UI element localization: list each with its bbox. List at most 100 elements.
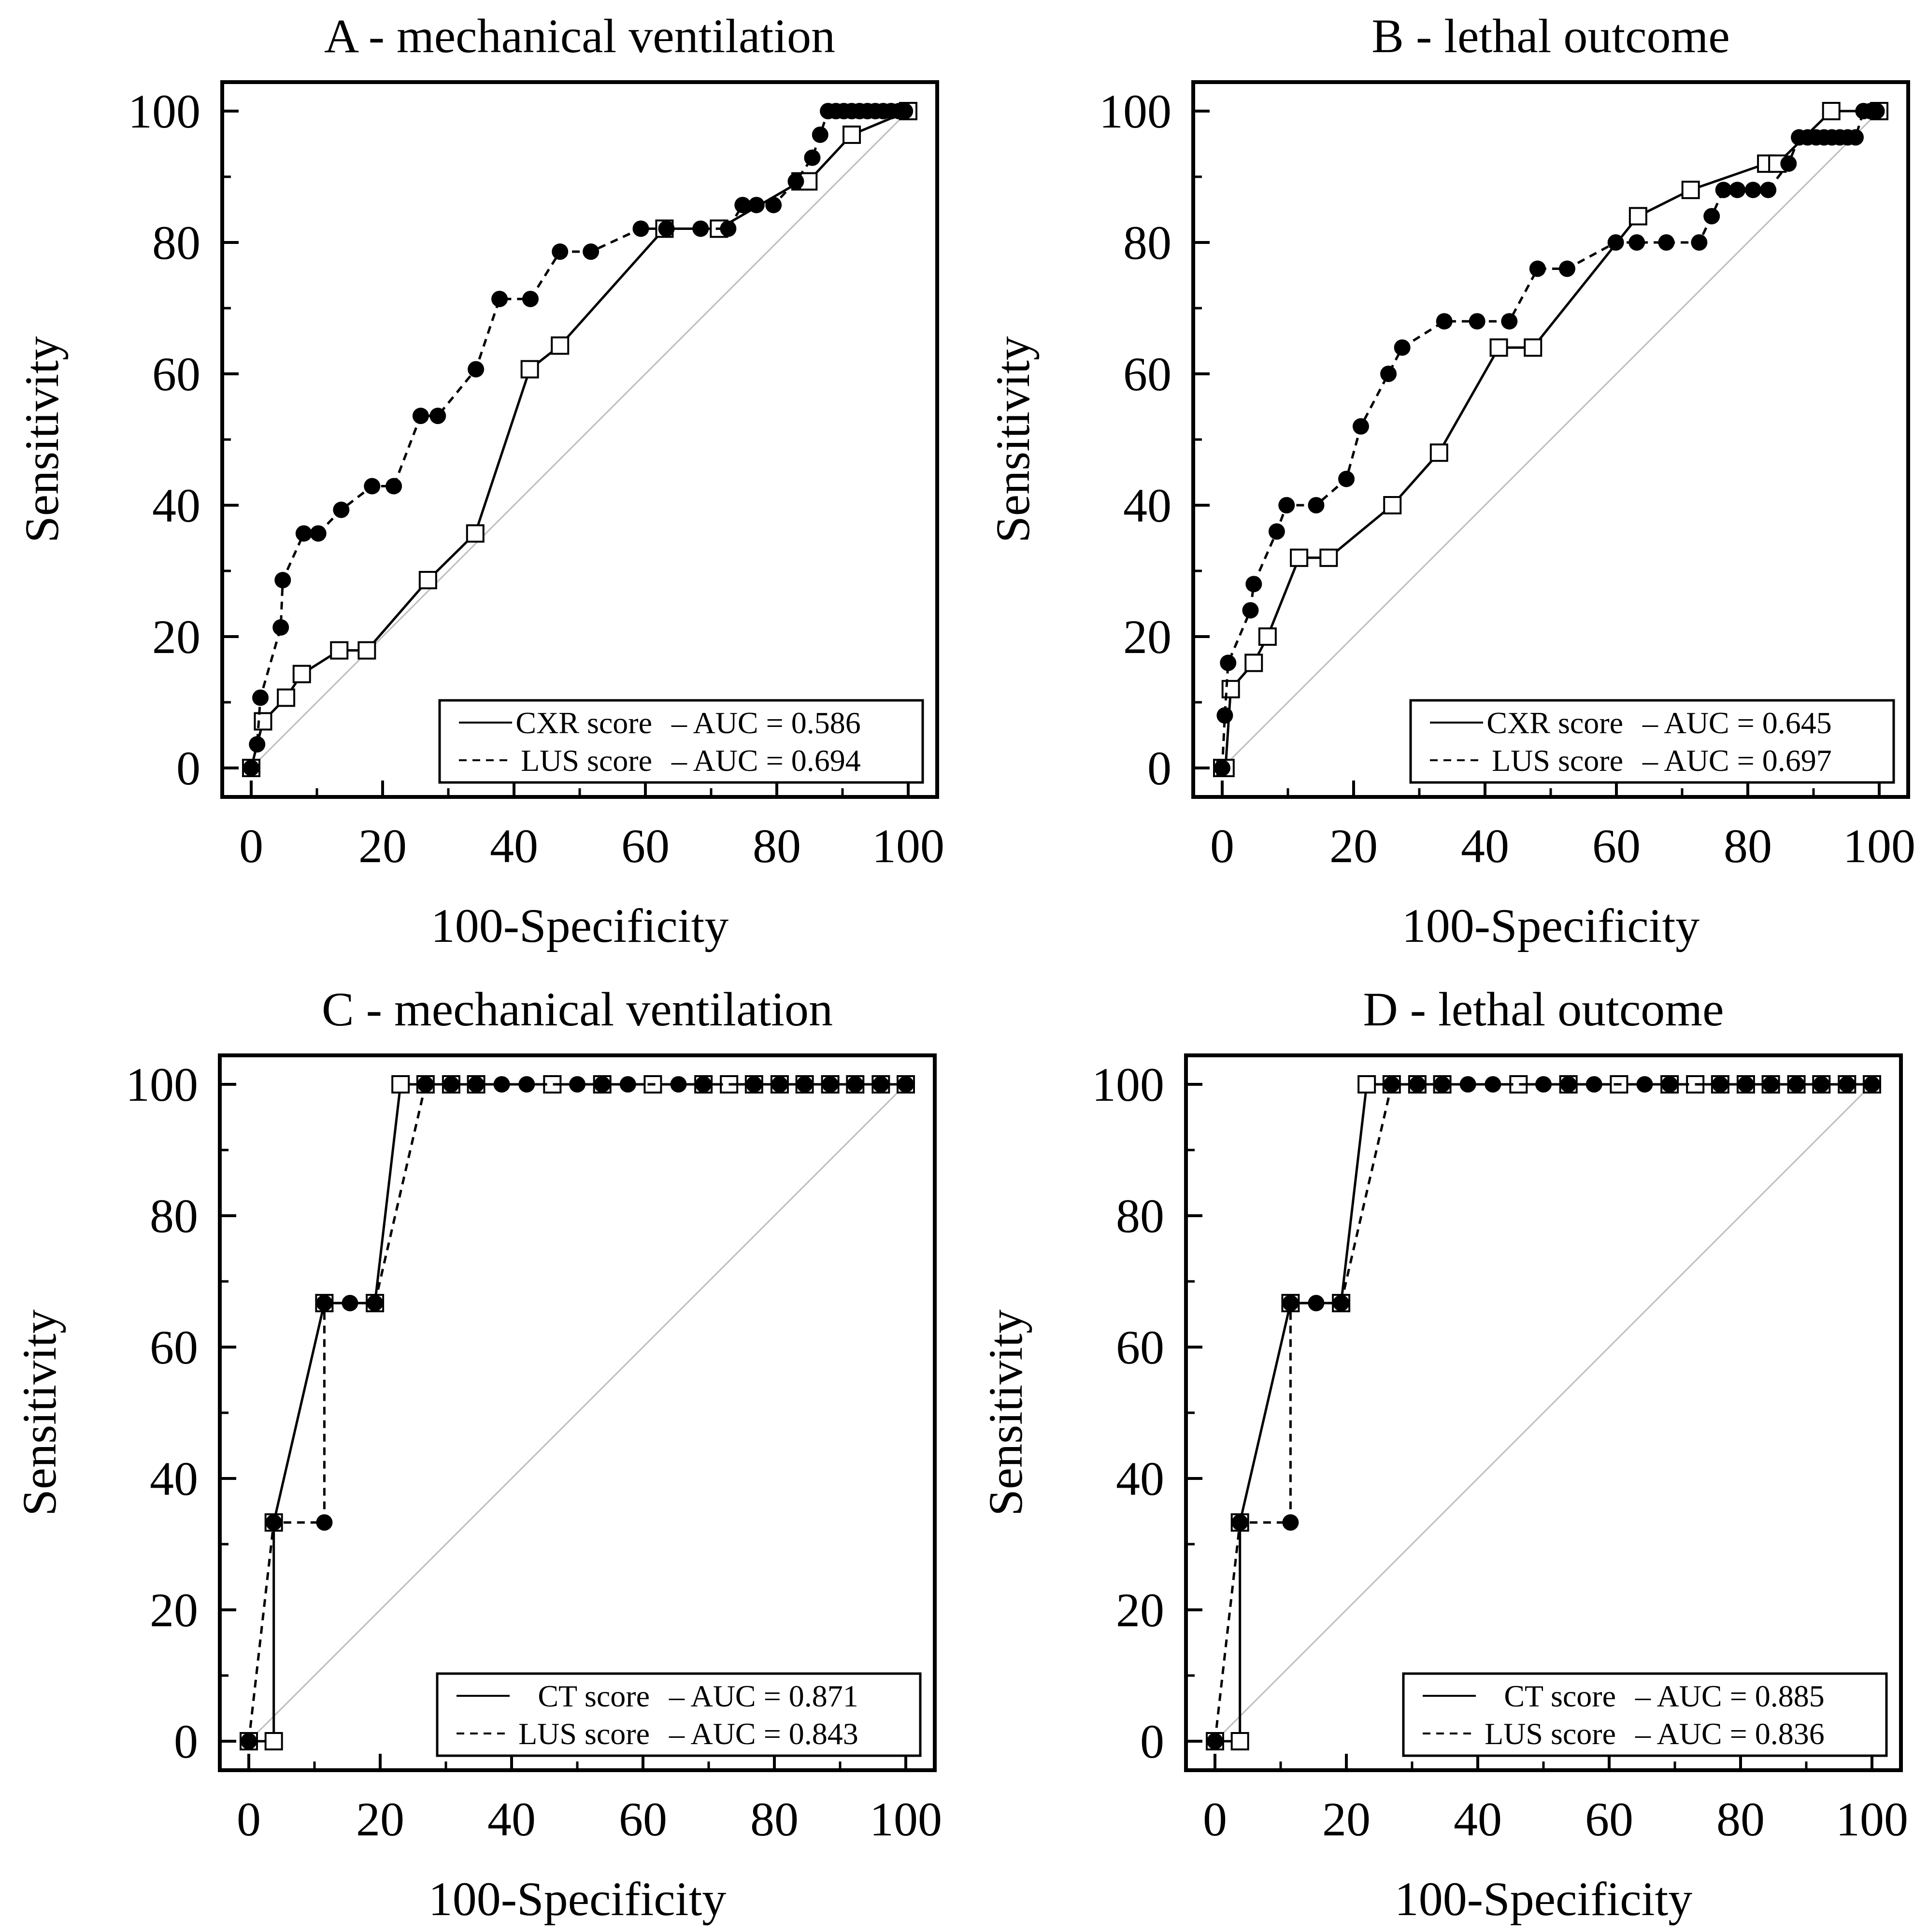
data-point-circle [695, 1076, 712, 1093]
y-axis-label: Sensitivity [979, 1309, 1032, 1516]
legend-auc-label: – AUC = 0.885 [1635, 1679, 1825, 1713]
data-point-circle [1383, 1076, 1400, 1093]
x-tick-label: 20 [1329, 819, 1378, 873]
data-point-circle [796, 1076, 813, 1093]
data-point-circle [1282, 1294, 1299, 1311]
data-point-circle [1231, 1514, 1248, 1531]
data-point-circle [274, 572, 291, 589]
data-point-square [520, 360, 539, 379]
data-point-circle [1220, 654, 1237, 671]
y-axis-label: Sensitivity [986, 336, 1040, 543]
legend: CXR score – AUC = 0.645 LUS score – AUC = 0… [1409, 699, 1895, 784]
data-point-circle [594, 1076, 611, 1093]
x-tick-label: 100 [870, 1792, 942, 1846]
data-point-square [391, 1075, 410, 1094]
x-tick-label: 20 [358, 819, 407, 873]
data-point-circle [1744, 182, 1761, 199]
data-point-circle [1282, 1514, 1299, 1531]
data-point-circle [518, 1076, 535, 1093]
y-tick-label: 60 [1116, 1321, 1164, 1374]
data-point-circle [1737, 1076, 1754, 1093]
data-point-circle [1607, 234, 1624, 251]
x-tick-label: 20 [1322, 1792, 1371, 1846]
data-point-circle [804, 149, 821, 166]
data-point-circle [272, 619, 289, 636]
x-tick-label: 20 [356, 1792, 404, 1846]
data-point-circle [1559, 260, 1575, 277]
data-point-circle [1661, 1076, 1678, 1093]
y-tick-label: 80 [150, 1189, 198, 1243]
y-tick-label: 20 [152, 610, 200, 664]
y-tick-label: 40 [1116, 1452, 1164, 1506]
data-point-circle [771, 1076, 788, 1093]
data-point-circle [491, 290, 508, 307]
reference-diagonal [250, 110, 909, 769]
data-point-square [466, 524, 485, 543]
series-lus-score [241, 1076, 914, 1749]
data-point-circle [1459, 1076, 1476, 1093]
data-point-circle [658, 220, 675, 237]
data-point-circle [1628, 234, 1645, 251]
data-point-circle [897, 103, 914, 119]
y-tick-label: 0 [176, 741, 200, 795]
x-tick-label: 40 [1461, 819, 1509, 873]
y-tick-label: 0 [1140, 1715, 1164, 1768]
data-point-circle [1485, 1076, 1501, 1093]
chart-title: A - mechanical ventilation [324, 9, 835, 63]
y-tick-label: 20 [1116, 1583, 1164, 1637]
data-point-square [277, 688, 296, 707]
data-point-circle [1214, 760, 1230, 776]
data-point-circle [386, 478, 402, 495]
data-point-circle [1535, 1076, 1552, 1093]
y-tick-label: 60 [1123, 347, 1171, 401]
x-tick-label: 0 [237, 1792, 261, 1846]
roc-panel-c: C - mechanical ventilation 0 20 40 60 80 100 0 2… [13, 982, 942, 1926]
x-tick-label: 80 [753, 819, 801, 873]
data-point-circle [412, 408, 429, 425]
chart-title: D - lethal outcome [1363, 982, 1724, 1036]
legend-box [1402, 1672, 1888, 1757]
legend-series-name: CXR score [1486, 706, 1623, 740]
roc-panel-d: D - lethal outcome 0 20 40 60 80 100 0 20 40 60 80 1… [979, 982, 1908, 1926]
legend: CXR score – AUC = 0.586 LUS score – AUC = 0… [438, 699, 924, 784]
data-point-square [1244, 653, 1263, 672]
data-point-square [357, 641, 376, 660]
x-tick-label: 60 [1592, 819, 1641, 873]
data-point-square [1822, 102, 1841, 120]
data-point-circle [847, 1076, 864, 1093]
data-point-circle [468, 1076, 485, 1093]
y-tick-label: 100 [1092, 1058, 1164, 1111]
legend-series-name: LUS score [521, 743, 652, 778]
legend-series-name: CT score [538, 1679, 650, 1713]
data-point-circle [443, 1076, 459, 1093]
data-point-circle [1333, 1294, 1350, 1311]
y-tick-label: 60 [152, 347, 200, 401]
data-point-circle [1245, 576, 1262, 593]
series-lus-score [1207, 1076, 1880, 1749]
data-point-circle [1380, 366, 1397, 382]
y-tick-label: 0 [174, 1715, 198, 1768]
legend: CT score – AUC = 0.885 LUS score – AUC = 0.… [1402, 1672, 1888, 1757]
chart-title: B - lethal outcome [1371, 9, 1729, 63]
data-point-circle [822, 1076, 839, 1093]
data-point-circle [243, 760, 259, 776]
data-point-circle [552, 243, 569, 260]
data-point-square [1230, 1732, 1249, 1750]
series-lus-score [1214, 103, 1885, 776]
legend: CT score – AUC = 0.871 LUS score – AUC = 0.… [436, 1672, 922, 1757]
y-tick-label: 80 [1116, 1189, 1164, 1243]
x-tick-label: 60 [619, 1792, 667, 1846]
data-point-circle [692, 220, 709, 237]
data-point-square [1681, 181, 1700, 199]
data-point-square [1429, 443, 1448, 462]
data-point-square [551, 336, 570, 355]
data-point-circle [1715, 182, 1732, 199]
data-point-square [418, 571, 437, 590]
data-point-circle [316, 1514, 333, 1531]
data-point-circle [1501, 313, 1518, 330]
legend-auc-label: – AUC = 0.843 [669, 1717, 858, 1751]
data-point-square [264, 1732, 283, 1750]
roc-panel-b: B - lethal outcome 0 20 40 60 80 100 0 20 40 60 80 1… [986, 9, 1915, 952]
data-point-square [1258, 627, 1277, 646]
data-point-square [1290, 548, 1309, 567]
